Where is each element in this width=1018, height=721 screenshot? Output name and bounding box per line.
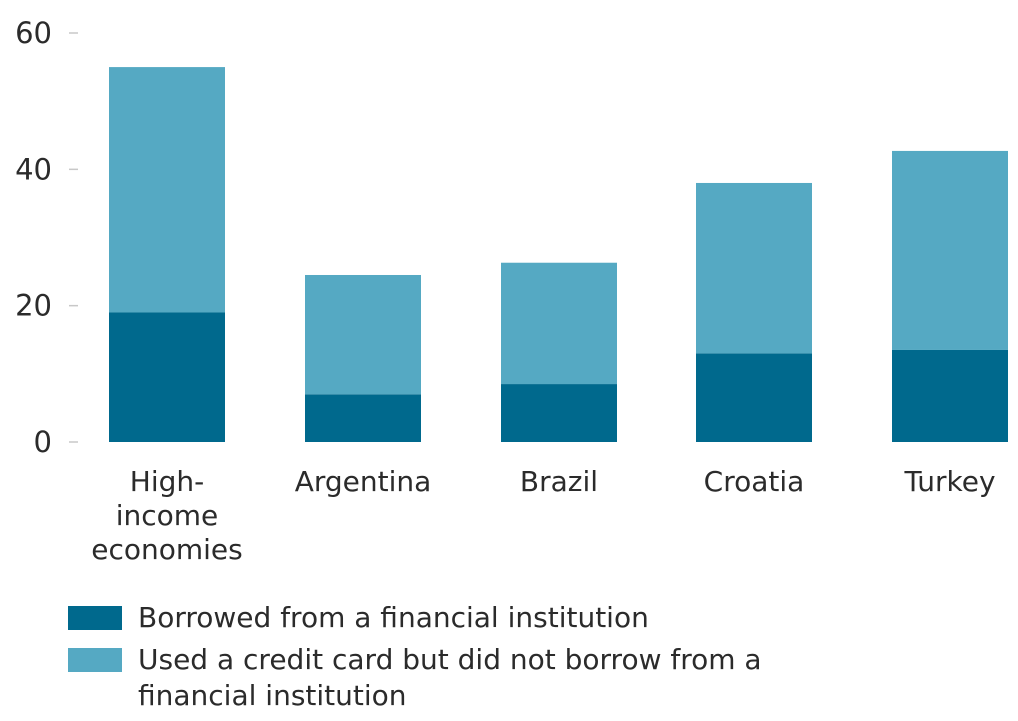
- x-tick-label-line: Turkey: [903, 465, 995, 498]
- bar-credit-card-1: [109, 67, 225, 313]
- x-tick-label-line: Argentina: [295, 465, 432, 498]
- legend-swatch-borrowed: [68, 606, 122, 630]
- bar-chart-svg: 0 20 40 60 High-income economies Argentina Braz…: [15, 16, 1008, 566]
- bar-borrowed-5: [892, 349, 1008, 442]
- x-tick-label-line: Brazil: [520, 465, 598, 498]
- x-tick-label-4: Croatia: [704, 465, 805, 498]
- y-tick-label-20: 20: [15, 289, 52, 323]
- bar-borrowed-4: [696, 353, 812, 442]
- bar-borrowed-3: [501, 384, 617, 442]
- bar-credit-card-3: [501, 262, 617, 385]
- legend-label-borrowed: Borrowed from a financial institution: [138, 601, 649, 634]
- x-tick-label-line: High-: [130, 465, 204, 498]
- bar-credit-card-5: [892, 150, 1008, 350]
- bar-borrowed-1: [109, 312, 225, 442]
- legend-item-credit-card: Used a credit card but did not borrow fr…: [68, 642, 828, 714]
- y-tick-label-0: 0: [34, 425, 52, 459]
- x-tick-label-line: income: [116, 499, 219, 532]
- legend-label-credit-card: Used a credit card but did not borrow fr…: [138, 643, 762, 712]
- bar-credit-card-2: [305, 274, 421, 395]
- legend: Borrowed from a financial institution Us…: [68, 600, 828, 720]
- y-tick-label-60: 60: [15, 16, 52, 50]
- x-tick-label-1: High-income economies: [91, 465, 243, 566]
- legend-swatch-credit-card: [68, 648, 122, 672]
- x-tick-label-line: Croatia: [704, 465, 805, 498]
- legend-item-borrowed: Borrowed from a financial institution: [68, 600, 828, 636]
- x-tick-label-line: economies: [91, 533, 243, 566]
- bar-credit-card-4: [696, 182, 812, 354]
- x-tick-label-2: Argentina: [295, 465, 432, 498]
- bar-borrowed-2: [305, 394, 421, 442]
- x-tick-label-5: Turkey: [903, 465, 995, 498]
- x-tick-label-3: Brazil: [520, 465, 598, 498]
- y-tick-label-40: 40: [15, 152, 52, 186]
